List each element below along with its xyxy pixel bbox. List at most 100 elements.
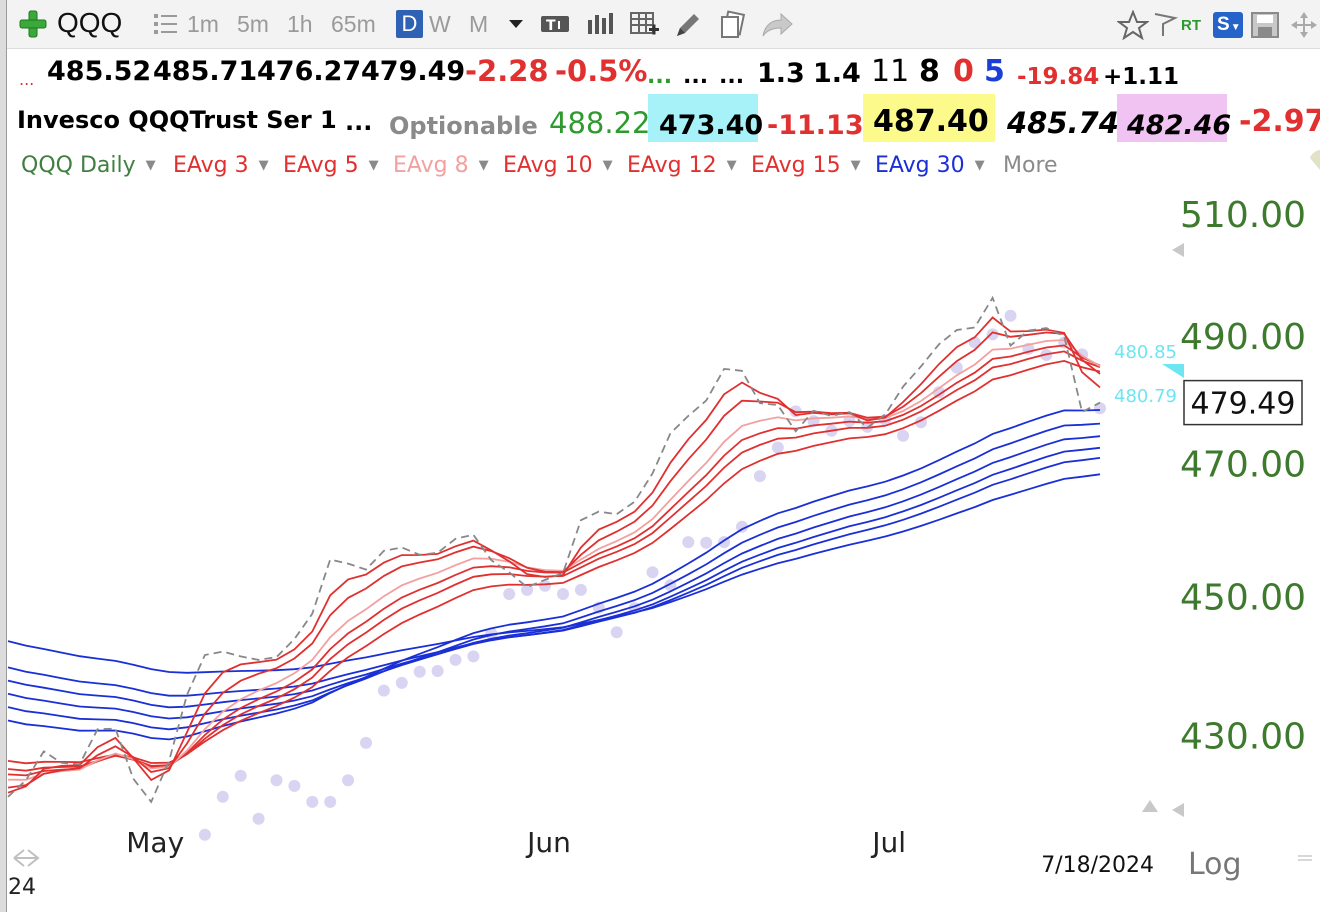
low-marker (503, 588, 516, 600)
toolbar: QQQ 1m 5m 1h 65m D W M T (7, 0, 1320, 49)
s-button[interactable]: S▼ (1213, 12, 1243, 38)
chevron-down-icon[interactable] (507, 10, 525, 38)
low-marker (700, 536, 713, 549)
quote-dots-a: ... (683, 64, 709, 89)
corner-icon (1310, 150, 1320, 170)
chevron-down-icon: ▼ (478, 158, 489, 173)
low-marker (986, 328, 999, 341)
eavg-40-line (7, 435, 1101, 720)
low-marker (252, 812, 265, 825)
add-icon[interactable] (19, 10, 47, 38)
share-arrow-icon[interactable] (759, 10, 795, 40)
count-value-4: 5 (984, 54, 1005, 89)
quote2-price-4: 487.40 (873, 104, 989, 139)
period-daily-button[interactable]: D (396, 10, 423, 38)
low-marker (360, 736, 372, 749)
legend-label: More (1003, 153, 1058, 178)
scroll-left-icon (1172, 243, 1184, 257)
table-add-icon[interactable] (629, 10, 661, 40)
low-marker (736, 520, 748, 533)
period-1m-button[interactable]: 1m (187, 11, 219, 37)
window-left-border-line (6, 0, 7, 912)
chevron-down-icon: ▼ (602, 158, 613, 173)
legend-label: EAvg 12 (627, 153, 717, 178)
period-65m-button[interactable]: 65m (331, 11, 376, 37)
s-button-label: S (1217, 14, 1230, 35)
notes-icon[interactable] (717, 10, 749, 40)
period-1h-button[interactable]: 1h (287, 11, 313, 37)
symbol-input[interactable]: QQQ (57, 7, 123, 38)
bar-chart-icon[interactable] (585, 10, 615, 38)
legend-item-eavg-10[interactable]: EAvg 10 ▼ (503, 153, 613, 178)
eavg-5-line (7, 331, 1101, 789)
period-monthly-button[interactable]: M (469, 11, 489, 37)
legend-label: EAvg 8 (393, 153, 469, 178)
corner-year-label: 24 (8, 875, 36, 900)
quote-row-2: Invesco QQQTrust Ser 1 ... Optionable 48… (7, 94, 1320, 144)
quote2-change-1: -11.13 (767, 110, 864, 141)
eavg-15-line (7, 359, 1101, 765)
legend-label: EAvg 15 (751, 153, 841, 178)
legend-item-eavg-5[interactable]: EAvg 5 ▼ (283, 153, 379, 178)
quote2-price-5: 485.74 (1007, 106, 1119, 140)
quote-dots-green: ... (647, 64, 673, 89)
last-price: 479.49 (361, 56, 466, 87)
highlight-cyan (648, 94, 758, 142)
window-left-border (0, 0, 6, 912)
low-marker (682, 536, 695, 549)
legend-label: EAvg 10 (503, 153, 593, 178)
scroll-up-icon (1142, 800, 1158, 812)
eavg-10-line (7, 344, 1101, 777)
low-markers (198, 309, 1106, 841)
chevron-down-icon: ▼ (368, 158, 379, 173)
count-value-2: 8 (919, 54, 940, 89)
period-weekly-button[interactable]: W (429, 11, 451, 37)
low-marker (306, 795, 319, 808)
highlight-pink (1117, 94, 1227, 142)
price-change-percent: -0.5% (555, 54, 648, 88)
legend-item-qqq-daily[interactable]: QQQ Daily ▼ (21, 153, 156, 178)
optionable-label: Optionable (389, 112, 538, 140)
low-marker (431, 665, 444, 677)
quote-row-1: ... 485.52 485.71 476.27 479.49 -2.28 -0… (7, 52, 1320, 96)
legend-item-eavg-12[interactable]: EAvg 12 ▼ (627, 153, 737, 178)
alert-flag-icon[interactable] (1151, 10, 1179, 40)
legend-item-eavg-30[interactable]: EAvg 30 ▼ (875, 153, 985, 178)
legend-item-eavg-8[interactable]: EAvg 8 ▼ (393, 153, 489, 178)
legend-item-more[interactable]: More (1003, 153, 1058, 178)
save-icon[interactable] (1249, 10, 1281, 40)
period-5m-button[interactable]: 5m (237, 11, 269, 37)
high-price: 485.71 (153, 56, 258, 87)
move-icon[interactable] (1289, 10, 1319, 40)
low-marker (270, 774, 283, 787)
current-date-label: 7/18/2024 (1041, 853, 1154, 878)
low-marker (288, 779, 301, 792)
count-value-3: 0 (953, 54, 974, 89)
instrument-dots: ... (345, 108, 373, 136)
ema-value-label-lower: 480.79 (1114, 386, 1177, 407)
y-axis-label: 430.00 (1180, 717, 1306, 758)
draw-pencil-icon[interactable] (671, 10, 703, 40)
legend-item-eavg-15[interactable]: EAvg 15 ▼ (751, 153, 861, 178)
star-icon[interactable] (1117, 10, 1149, 40)
low-marker (753, 470, 766, 483)
low-marker (324, 795, 337, 808)
eavg-8-line (7, 339, 1101, 781)
low-marker (771, 441, 784, 454)
x-axis-label: Jul (870, 826, 906, 859)
highlight-yellow (863, 94, 995, 142)
low-marker (395, 676, 408, 689)
quote-dots-b: ... (719, 64, 745, 89)
chart-type-icon[interactable]: T (539, 10, 571, 38)
low-marker (574, 583, 587, 596)
quote-value-2: 1.4 (813, 58, 861, 89)
legend-item-eavg-3[interactable]: EAvg 3 ▼ (173, 153, 269, 178)
low-marker (467, 650, 480, 663)
ema-value-label-upper: 480.85 (1114, 342, 1177, 363)
open-price: 485.52 (47, 56, 152, 87)
watchlist-icon[interactable] (153, 12, 179, 36)
moving-average-lines (7, 316, 1101, 794)
realtime-label[interactable]: RT (1181, 17, 1201, 34)
